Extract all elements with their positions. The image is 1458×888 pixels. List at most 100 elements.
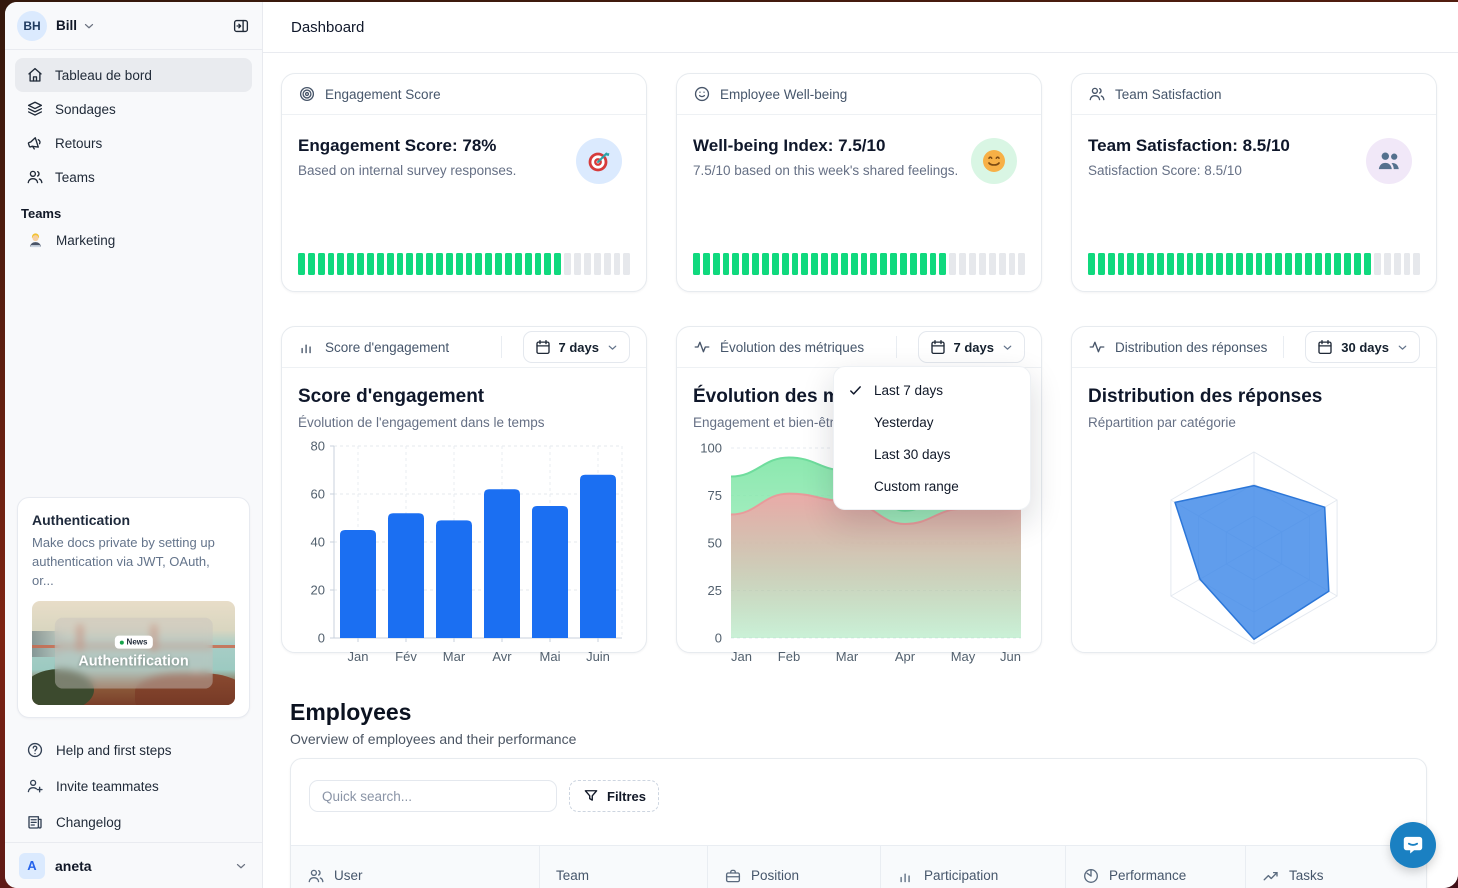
menu-item-label: Last 30 days bbox=[874, 446, 951, 462]
svg-text:Juin: Juin bbox=[586, 649, 610, 664]
metric-title: Team Satisfaction: 8.5/10 bbox=[1088, 136, 1290, 155]
progress-segment bbox=[1117, 253, 1125, 275]
progress-segment bbox=[1265, 253, 1273, 275]
column-header-position[interactable]: Position bbox=[707, 846, 880, 888]
progress-segment bbox=[613, 253, 621, 275]
card-header-label: Employee Well-being bbox=[720, 86, 848, 102]
progress-segment bbox=[1147, 253, 1155, 275]
metric-subtitle: 7.5/10 based on this week's shared feeli… bbox=[693, 163, 959, 178]
progress-segment bbox=[298, 253, 305, 275]
employees-title: Employees bbox=[290, 699, 412, 725]
progress-segment bbox=[1088, 253, 1095, 275]
card-header-label: Distribution des réponses bbox=[1115, 339, 1268, 355]
svg-text:Apr: Apr bbox=[895, 649, 916, 664]
column-header-label: Performance bbox=[1109, 868, 1187, 883]
progress-bar bbox=[693, 253, 1026, 275]
main-area: Dashboard Engagement Score Engagement Sco… bbox=[263, 2, 1458, 888]
progress-segment bbox=[771, 253, 779, 275]
progress-segment bbox=[327, 253, 335, 275]
range-selector-button[interactable]: 7 days bbox=[522, 331, 630, 363]
progress-segment bbox=[495, 253, 503, 275]
menu-item-custom-range[interactable]: Custom range bbox=[834, 470, 1030, 502]
progress-segment bbox=[1304, 253, 1312, 275]
column-header-participation[interactable]: Participation bbox=[880, 846, 1065, 888]
chevron-down-icon bbox=[234, 859, 248, 873]
progress-segment bbox=[357, 253, 365, 275]
progress-segment bbox=[801, 253, 809, 275]
column-header-user[interactable]: User bbox=[291, 846, 539, 888]
chart-subtitle: Engagement et bien-être bbox=[693, 415, 842, 430]
authentication-promo-card[interactable]: Authentication Make docs private by sett… bbox=[17, 497, 250, 718]
column-header-label: Team bbox=[556, 868, 590, 883]
progress-segment bbox=[752, 253, 760, 275]
column-header-tasks[interactable]: Tasks bbox=[1245, 846, 1425, 888]
range-selector-button[interactable]: 30 days bbox=[1305, 331, 1420, 363]
progress-segment bbox=[1008, 253, 1016, 275]
svg-text:Mai: Mai bbox=[540, 649, 561, 664]
progress-segment bbox=[969, 253, 976, 275]
calendar-icon bbox=[534, 338, 552, 356]
team-item-marketing[interactable]: Marketing bbox=[5, 223, 262, 257]
svg-text:Mar: Mar bbox=[443, 649, 466, 664]
help-icon bbox=[26, 741, 44, 759]
progress-segment bbox=[367, 253, 374, 275]
progress-segment bbox=[821, 253, 829, 275]
sidebar-nav: Tableau de bord Sondages Retours Teams bbox=[5, 50, 262, 194]
progress-bar bbox=[298, 253, 631, 275]
progress-segment bbox=[831, 253, 838, 275]
filters-button[interactable]: Filtres bbox=[569, 780, 660, 812]
progress-segment bbox=[1018, 253, 1026, 275]
activity-icon bbox=[693, 338, 711, 356]
sidebar-item-retours[interactable]: Retours bbox=[15, 126, 252, 160]
menu-item-yesterday[interactable]: Yesterday bbox=[834, 406, 1030, 438]
progress-segment bbox=[475, 253, 483, 275]
user-avatar[interactable]: BH bbox=[17, 10, 47, 41]
sidebar-item-tableau-de-bord[interactable]: Tableau de bord bbox=[15, 58, 252, 92]
progress-segment bbox=[1166, 253, 1174, 275]
column-header-label: Position bbox=[751, 868, 800, 883]
progress-segment bbox=[919, 253, 927, 275]
search-input[interactable] bbox=[309, 780, 557, 812]
progress-segment bbox=[1393, 253, 1401, 275]
progress-segment bbox=[742, 253, 750, 275]
progress-segment bbox=[445, 253, 453, 275]
progress-segment bbox=[416, 253, 424, 275]
workspace-avatar: A bbox=[19, 852, 45, 879]
metric-card-0: Engagement Score Engagement Score: 78% Bas… bbox=[281, 73, 647, 292]
progress-bar bbox=[1088, 253, 1421, 275]
menu-item-last-30-days[interactable]: Last 30 days bbox=[834, 438, 1030, 470]
sidebar-item-help-and-first-steps[interactable]: Help and first steps bbox=[15, 732, 252, 768]
sidebar-item-changelog[interactable]: Changelog bbox=[15, 804, 252, 840]
svg-text:50: 50 bbox=[708, 536, 722, 551]
employees-subtitle: Overview of employees and their performa… bbox=[290, 731, 577, 747]
chart-title: Score d'engagement bbox=[298, 386, 485, 407]
menu-item-last-7-days[interactable]: Last 7 days bbox=[834, 374, 1030, 406]
users-icon bbox=[307, 867, 325, 885]
progress-segment bbox=[623, 253, 631, 275]
column-header-performance[interactable]: Performance bbox=[1065, 846, 1245, 888]
progress-segment bbox=[1235, 253, 1243, 275]
svg-text:Jan: Jan bbox=[731, 649, 752, 664]
briefcase-icon bbox=[724, 867, 742, 885]
progress-segment bbox=[1226, 253, 1233, 275]
pie-chart-icon bbox=[1082, 867, 1100, 885]
column-header-team[interactable]: Team bbox=[539, 846, 707, 888]
panel-collapse-icon bbox=[232, 17, 250, 35]
progress-segment bbox=[1097, 253, 1105, 275]
progress-segment bbox=[544, 253, 552, 275]
collapse-sidebar-button[interactable] bbox=[232, 17, 250, 35]
sidebar-item-sondages[interactable]: Sondages bbox=[15, 92, 252, 126]
sidebar: BH Bill Tableau de bord Sondages Retours Te… bbox=[5, 2, 263, 888]
responses-distribution-chart-card: Distribution des réponses 30 days Distri… bbox=[1071, 326, 1437, 653]
progress-segment bbox=[1107, 253, 1115, 275]
svg-text:20: 20 bbox=[311, 583, 325, 598]
range-selector-button[interactable]: 7 days bbox=[917, 331, 1025, 363]
sidebar-item-teams[interactable]: Teams bbox=[15, 160, 252, 194]
progress-segment bbox=[1314, 253, 1322, 275]
sidebar-user-row[interactable]: BH Bill bbox=[5, 2, 262, 50]
user-name: Bill bbox=[56, 18, 78, 33]
sidebar-item-invite-teammates[interactable]: Invite teammates bbox=[15, 768, 252, 804]
chat-widget-button[interactable] bbox=[1390, 822, 1436, 868]
workspace-switcher[interactable]: A aneta bbox=[5, 842, 262, 888]
chevron-down-icon bbox=[1396, 341, 1409, 354]
